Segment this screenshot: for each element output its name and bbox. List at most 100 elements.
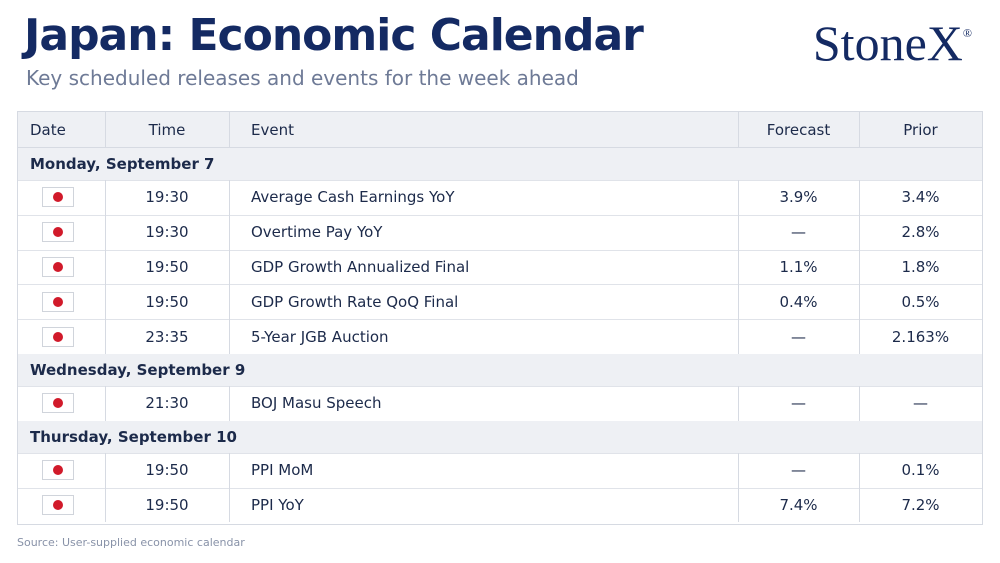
forecast-cell: — xyxy=(791,223,806,242)
japan-flag xyxy=(42,495,74,515)
header-row xyxy=(18,112,982,148)
column-divider xyxy=(859,112,860,148)
event-cell: PPI MoM xyxy=(251,461,314,480)
column-header: Forecast xyxy=(766,121,831,139)
japan-flag xyxy=(42,291,74,312)
forecast-cell: 0.4% xyxy=(779,292,818,311)
event-cell: BOJ Masu Speech xyxy=(251,394,382,413)
column-divider xyxy=(229,487,230,523)
calendar-table: Date Time Event Forecast Prior Monday, Septem… xyxy=(17,111,983,525)
japan-flag xyxy=(42,257,74,277)
row-divider xyxy=(18,319,982,321)
section-label: Wednesday, September 9 xyxy=(18,354,982,386)
column-divider xyxy=(859,386,860,421)
column-divider xyxy=(859,284,860,320)
row-divider xyxy=(18,386,982,387)
column-header: Event xyxy=(251,121,294,139)
column-divider xyxy=(738,249,739,285)
column-divider xyxy=(105,386,106,421)
column-divider xyxy=(738,319,739,354)
japan-flag xyxy=(42,393,74,414)
row-divider xyxy=(18,487,982,489)
logo-mark: ® xyxy=(962,26,972,40)
column-divider xyxy=(859,249,860,285)
japan-flag xyxy=(42,326,74,347)
column-divider xyxy=(229,214,230,250)
event-cell: Overtime Pay YoY xyxy=(251,223,383,242)
column-divider xyxy=(105,452,106,488)
column-header: Time xyxy=(148,121,186,139)
prior-cell: 2.8% xyxy=(901,223,940,242)
time-cell: 19:30 xyxy=(145,188,189,207)
japan-flag xyxy=(42,222,74,243)
event-cell: GDP Growth Rate QoQ Final xyxy=(251,292,459,311)
column-divider xyxy=(738,180,739,215)
time-cell: 19:50 xyxy=(145,461,189,480)
row-divider xyxy=(18,452,982,454)
column-divider xyxy=(738,487,739,523)
logo: StoneX® xyxy=(813,14,972,72)
title: Japan: Economic Calendar xyxy=(24,10,644,61)
column-divider xyxy=(105,319,106,354)
source-note: Source: User-supplied economic calendar xyxy=(17,536,245,549)
column-divider xyxy=(229,452,230,488)
column-divider xyxy=(859,452,860,488)
prior-cell: 1.8% xyxy=(901,257,940,276)
time-cell: 19:50 xyxy=(145,495,189,514)
row-divider xyxy=(18,284,982,286)
prior-cell: 0.5% xyxy=(901,292,940,311)
japan-flag xyxy=(42,460,74,481)
forecast-cell: 1.1% xyxy=(779,257,818,276)
column-divider xyxy=(229,112,230,148)
time-cell: 21:30 xyxy=(145,394,189,413)
forecast-cell: — xyxy=(791,461,806,480)
column-divider xyxy=(859,319,860,354)
row-divider xyxy=(18,249,982,251)
time-cell: 19:50 xyxy=(145,292,189,311)
time-cell: 19:50 xyxy=(145,257,189,276)
column-divider xyxy=(738,284,739,320)
event-cell: PPI YoY xyxy=(251,495,304,514)
prior-cell: 3.4% xyxy=(901,188,940,207)
prior-cell: 7.2% xyxy=(901,495,940,514)
column-divider xyxy=(859,487,860,523)
section-label: Thursday, September 10 xyxy=(18,420,982,453)
column-divider xyxy=(105,112,106,148)
prior-cell: 0.1% xyxy=(901,461,940,480)
column-divider xyxy=(738,386,739,421)
forecast-cell: — xyxy=(791,327,806,346)
column-header: Date xyxy=(30,121,66,139)
column-divider xyxy=(738,112,739,148)
forecast-cell: 7.4% xyxy=(779,495,818,514)
column-divider xyxy=(105,487,106,523)
logo-text: StoneX xyxy=(812,15,963,71)
forecast-cell: 3.9% xyxy=(779,188,818,207)
event-cell: 5-Year JGB Auction xyxy=(251,327,389,346)
prior-cell: — xyxy=(913,394,928,413)
time-cell: 23:35 xyxy=(145,327,189,346)
forecast-cell: — xyxy=(791,394,806,413)
event-cell: Average Cash Earnings YoY xyxy=(251,188,455,207)
column-divider xyxy=(859,214,860,250)
column-divider xyxy=(859,180,860,215)
column-divider xyxy=(738,452,739,488)
row-divider xyxy=(18,180,982,181)
column-divider xyxy=(229,249,230,285)
time-cell: 19:30 xyxy=(145,223,189,242)
column-divider xyxy=(105,214,106,250)
column-divider xyxy=(229,319,230,354)
event-cell: GDP Growth Annualized Final xyxy=(251,257,470,276)
section-label: Monday, September 7 xyxy=(18,148,982,180)
prior-cell: 2.163% xyxy=(891,327,950,346)
row-divider xyxy=(18,214,982,216)
column-divider xyxy=(105,249,106,285)
subtitle: Key scheduled releases and events for th… xyxy=(26,66,579,90)
column-divider xyxy=(229,386,230,421)
column-divider xyxy=(105,180,106,215)
column-divider xyxy=(738,214,739,250)
column-divider xyxy=(229,284,230,320)
column-divider xyxy=(105,284,106,320)
column-header: Prior xyxy=(903,121,938,139)
column-divider xyxy=(229,180,230,215)
